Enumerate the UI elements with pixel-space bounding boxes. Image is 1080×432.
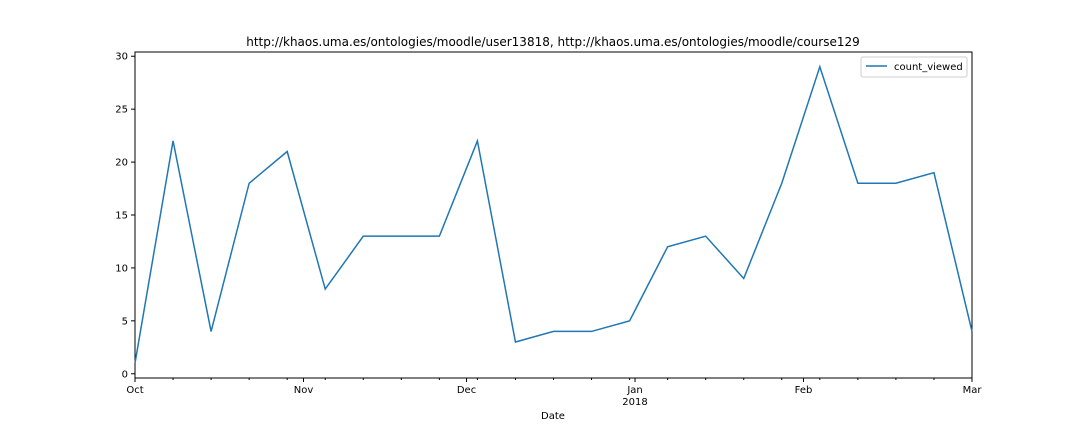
- y-tick-label: 25: [115, 105, 128, 116]
- y-tick-label: 30: [115, 52, 128, 63]
- x-tick-label: Oct: [126, 385, 143, 396]
- plot-area: [134, 51, 973, 379]
- x-tick-sublabel: 2018: [622, 397, 647, 408]
- x-tick-label: Feb: [795, 385, 813, 396]
- y-tick-label: 15: [115, 211, 128, 222]
- series-line-count-viewed: [134, 64, 973, 364]
- y-axis: 0 5 10 15 20 25 30: [115, 52, 135, 380]
- x-tick-label: Dec: [457, 385, 476, 396]
- legend: count_viewed: [860, 56, 968, 78]
- x-tick-label: Nov: [294, 385, 314, 396]
- legend-box: [860, 56, 968, 78]
- chart-title: http://khaos.uma.es/ontologies/moodle/us…: [246, 35, 860, 49]
- y-tick-label: 10: [115, 263, 128, 274]
- x-axis-label: Date: [541, 411, 565, 422]
- y-tick-label: 0: [122, 369, 128, 380]
- y-tick-label: 5: [122, 316, 128, 327]
- y-tick-label: 20: [115, 158, 128, 169]
- x-tick-label: Mar: [963, 385, 983, 396]
- legend-label: count_viewed: [894, 62, 963, 73]
- x-tick-label: Jan: [626, 385, 642, 396]
